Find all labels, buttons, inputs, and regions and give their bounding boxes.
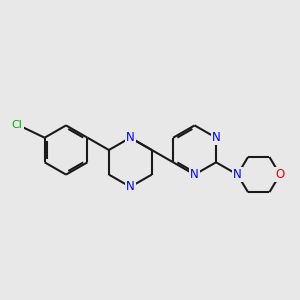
Text: N: N xyxy=(190,168,199,181)
Text: N: N xyxy=(126,131,135,144)
Text: O: O xyxy=(275,168,285,181)
Text: N: N xyxy=(212,131,220,144)
Text: N: N xyxy=(126,180,135,194)
Text: Cl: Cl xyxy=(12,120,22,130)
Text: N: N xyxy=(233,168,242,181)
